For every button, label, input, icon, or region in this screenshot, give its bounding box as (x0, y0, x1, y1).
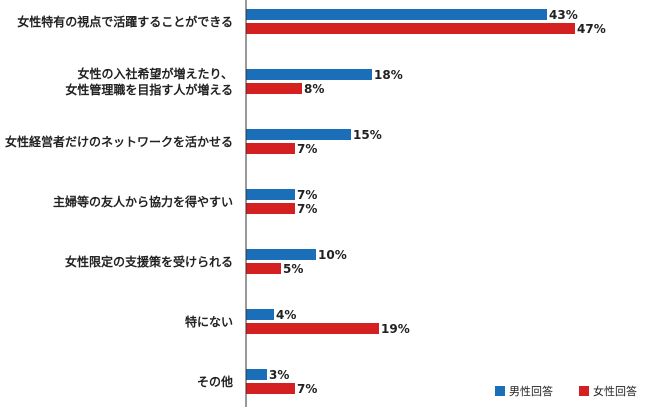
value-label-male-5: 4% (276, 308, 296, 322)
bar-female-1 (246, 83, 302, 94)
bar-female-2 (246, 143, 295, 154)
category-labels: 女性特有の視点で活躍することができる女性の入社希望が増えたり、女性管理職を目指す… (5, 14, 233, 389)
category-label-1-line-0: 女性の入社希望が増えたり、 (77, 66, 233, 81)
category-label-5: 特にない (185, 314, 233, 329)
bars-group (246, 9, 575, 394)
value-label-female-6: 7% (297, 382, 317, 396)
bar-male-3 (246, 189, 295, 200)
value-label-female-0: 47% (577, 22, 606, 36)
bar-male-4 (246, 249, 316, 260)
value-label-male-1: 18% (374, 68, 403, 82)
value-label-female-4: 5% (283, 262, 303, 276)
bar-female-3 (246, 203, 295, 214)
value-label-male-3: 7% (297, 188, 317, 202)
category-label-4: 女性限定の支援策を受けられる (65, 254, 233, 269)
legend-label-male: 男性回答 (509, 384, 553, 398)
value-label-female-2: 7% (297, 142, 317, 156)
value-label-female-5: 19% (381, 322, 410, 336)
legend-label-female: 女性回答 (593, 384, 637, 398)
bar-male-6 (246, 369, 267, 380)
bar-male-5 (246, 309, 274, 320)
value-label-female-3: 7% (297, 202, 317, 216)
category-label-2: 女性経営者だけのネットワークを活かせる (5, 134, 233, 149)
category-label-0: 女性特有の視点で活躍することができる (17, 14, 233, 29)
value-label-female-1: 8% (304, 82, 324, 96)
category-label-3: 主婦等の友人から協力を得やすい (53, 194, 233, 209)
legend-swatch-female (579, 386, 589, 396)
bar-female-6 (246, 383, 295, 394)
bar-male-2 (246, 129, 351, 140)
value-labels: 43%47%18%8%15%7%7%7%10%5%4%19%3%7% (269, 8, 606, 396)
category-label-6: その他 (197, 374, 233, 389)
value-label-male-0: 43% (549, 8, 578, 22)
value-label-male-6: 3% (269, 368, 289, 382)
bar-female-4 (246, 263, 281, 274)
bar-female-0 (246, 23, 575, 34)
bar-male-0 (246, 9, 547, 20)
value-label-male-2: 15% (353, 128, 382, 142)
category-label-1-line-1: 女性管理職を目指す人が増える (65, 82, 233, 97)
value-label-male-4: 10% (318, 248, 347, 262)
bar-male-1 (246, 69, 372, 80)
bar-female-5 (246, 323, 379, 334)
legend-swatch-male (495, 386, 505, 396)
legend: 男性回答 女性回答 (495, 384, 637, 398)
